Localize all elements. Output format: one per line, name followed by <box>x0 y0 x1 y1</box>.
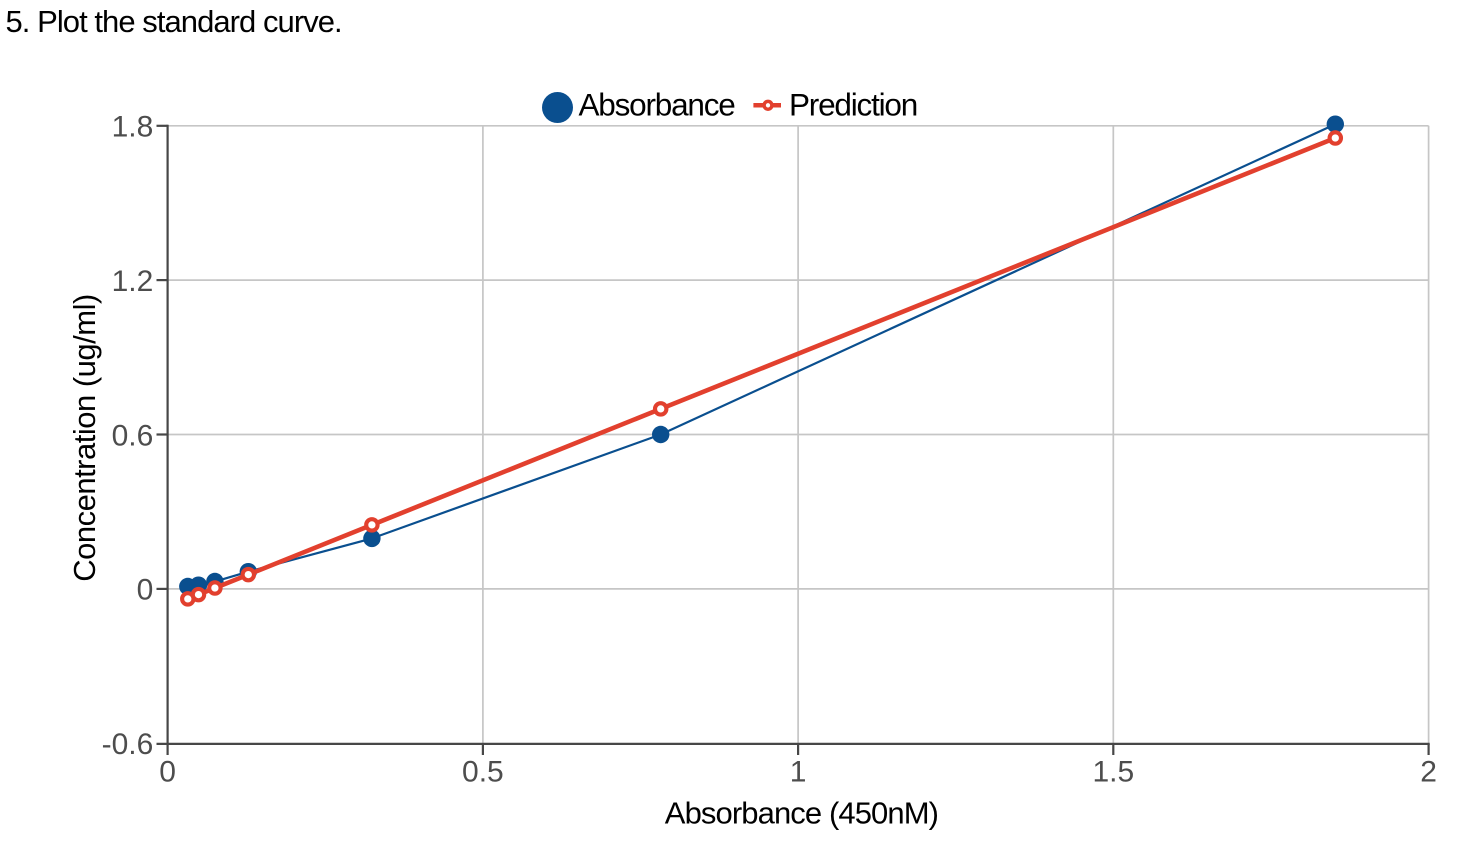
svg-text:0.6: 0.6 <box>112 419 154 452</box>
svg-text:0: 0 <box>159 755 176 788</box>
svg-text:1.8: 1.8 <box>112 111 154 144</box>
svg-text:0.5: 0.5 <box>462 755 504 788</box>
svg-text:1: 1 <box>790 755 807 788</box>
svg-text:2: 2 <box>1420 755 1437 788</box>
svg-text:5. Plot the standard curve.: 5. Plot the standard curve. <box>6 4 342 39</box>
svg-text:Absorbance: Absorbance <box>579 87 736 123</box>
svg-text:1.2: 1.2 <box>112 265 154 298</box>
svg-text:Concentration (ug/ml): Concentration (ug/ml) <box>67 294 102 582</box>
svg-text:0: 0 <box>137 574 154 607</box>
svg-text:1.5: 1.5 <box>1092 755 1134 788</box>
svg-text:Prediction: Prediction <box>789 87 917 123</box>
svg-text:Absorbance (450nM): Absorbance (450nM) <box>665 796 938 831</box>
svg-text:-0.6: -0.6 <box>102 728 154 761</box>
